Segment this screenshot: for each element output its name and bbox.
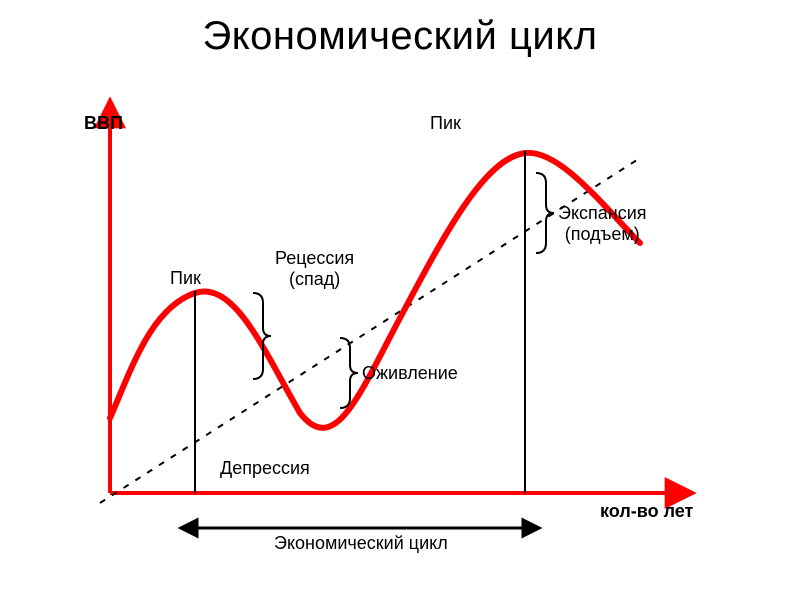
recession-label: Рецессия (спад) [275, 248, 354, 289]
economic-cycle-diagram: ВВП кол-во лет Пик Пик Рецессия (спад) О… [0, 63, 800, 583]
y-axis-label: ВВП [84, 113, 123, 134]
peak1-label: Пик [170, 268, 201, 289]
recession-line1: Рецессия [275, 248, 354, 268]
cycle-curve [110, 153, 640, 428]
revival-label: Оживление [362, 363, 458, 384]
peak2-label: Пик [430, 113, 461, 134]
x-axis-label: кол-во лет [600, 501, 693, 522]
cycle-span-label: Экономический цикл [274, 533, 448, 554]
page-title: Экономический цикл [0, 0, 800, 59]
expansion-brace [536, 173, 554, 253]
recession-line2: (спад) [289, 269, 340, 289]
expansion-line1: Экспансия [558, 203, 647, 223]
depression-label: Депрессия [220, 458, 310, 479]
expansion-label: Экспансия (подъем) [558, 203, 647, 244]
expansion-line2: (подъем) [565, 224, 640, 244]
